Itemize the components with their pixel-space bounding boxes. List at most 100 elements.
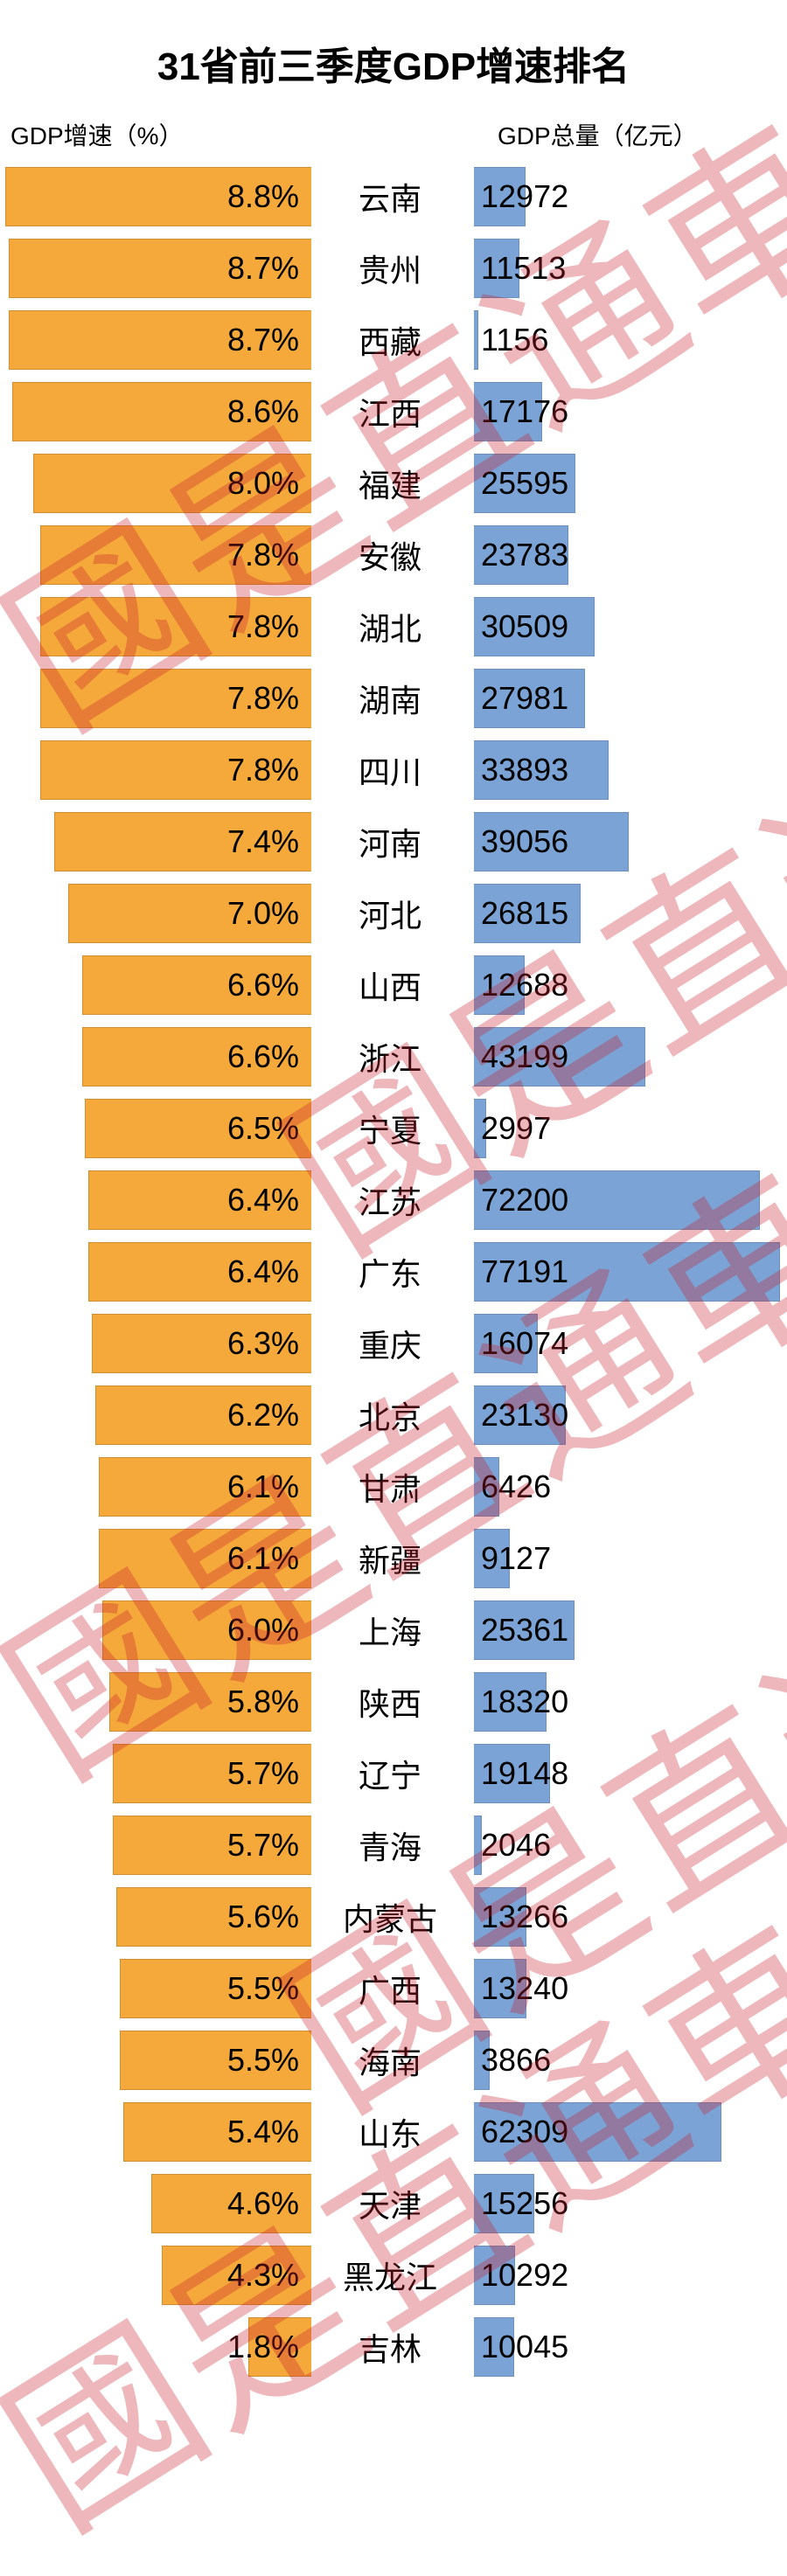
growth-cell: 7.8% — [5, 740, 311, 800]
total-value: 19148 — [474, 1755, 568, 1792]
growth-cell: 8.7% — [5, 310, 311, 370]
data-row: 6.6%浙江43199 — [5, 1023, 782, 1091]
growth-value: 8.7% — [227, 250, 311, 287]
province-name: 江西 — [311, 389, 469, 434]
data-row: 6.1%新疆9127 — [5, 1524, 782, 1593]
total-value: 18320 — [474, 1684, 568, 1720]
total-value: 72200 — [474, 1182, 568, 1219]
growth-cell: 6.4% — [5, 1170, 311, 1230]
total-value: 12972 — [474, 178, 568, 215]
province-name: 黑龙江 — [311, 2253, 469, 2298]
growth-cell: 6.5% — [5, 1099, 311, 1158]
growth-value: 6.6% — [227, 1038, 311, 1075]
data-row: 7.0%河北26815 — [5, 879, 782, 948]
province-name: 西藏 — [311, 317, 469, 363]
total-value: 43199 — [474, 1038, 568, 1075]
growth-cell: 7.0% — [5, 884, 311, 943]
province-name: 江苏 — [311, 1177, 469, 1223]
total-cell: 2997 — [469, 1099, 782, 1158]
province-name: 重庆 — [311, 1321, 469, 1366]
growth-value: 8.7% — [227, 322, 311, 358]
growth-cell: 5.7% — [5, 1744, 311, 1803]
data-row: 5.5%海南3866 — [5, 2026, 782, 2094]
total-value: 10292 — [474, 2257, 568, 2294]
data-row: 6.3%重庆16074 — [5, 1309, 782, 1378]
data-row: 6.6%山西12688 — [5, 951, 782, 1019]
growth-cell: 7.8% — [5, 669, 311, 728]
growth-value: 5.5% — [227, 1970, 311, 2007]
data-row: 5.7%青海2046 — [5, 1811, 782, 1879]
growth-value: 5.7% — [227, 1755, 311, 1792]
total-cell: 15256 — [469, 2174, 782, 2233]
total-cell: 11513 — [469, 239, 782, 298]
growth-cell: 6.6% — [5, 1027, 311, 1087]
growth-value: 5.6% — [227, 1899, 311, 1935]
growth-value: 7.8% — [227, 680, 311, 717]
province-name: 云南 — [311, 174, 469, 219]
total-value: 15256 — [474, 2185, 568, 2222]
province-name: 安徽 — [311, 532, 469, 578]
growth-cell: 6.2% — [5, 1385, 311, 1445]
growth-value: 5.7% — [227, 1827, 311, 1864]
province-name: 内蒙古 — [311, 1894, 469, 1940]
growth-value: 6.3% — [227, 1325, 311, 1362]
total-cell: 23783 — [469, 525, 782, 585]
data-row: 6.1%甘肃6426 — [5, 1453, 782, 1521]
data-row: 6.2%北京23130 — [5, 1381, 782, 1449]
total-cell: 30509 — [469, 597, 782, 656]
province-name: 辽宁 — [311, 1751, 469, 1796]
growth-value: 4.3% — [227, 2257, 311, 2294]
growth-value: 4.6% — [227, 2185, 311, 2222]
province-name: 上海 — [311, 1607, 469, 1653]
growth-cell: 6.1% — [5, 1529, 311, 1588]
data-row: 5.6%内蒙古13266 — [5, 1883, 782, 1951]
growth-cell: 5.7% — [5, 1816, 311, 1875]
growth-cell: 7.4% — [5, 812, 311, 871]
growth-value: 6.6% — [227, 967, 311, 1003]
header-growth: GDP增速（%） — [9, 117, 319, 152]
data-row: 6.4%广东77191 — [5, 1238, 782, 1306]
province-name: 山东 — [311, 2109, 469, 2155]
data-row: 8.8%云南12972 — [5, 163, 782, 231]
province-name: 天津 — [311, 2181, 469, 2226]
total-cell: 77191 — [469, 1242, 782, 1302]
province-name: 贵州 — [311, 246, 469, 291]
growth-cell: 5.5% — [5, 1959, 311, 2018]
total-value: 23130 — [474, 1397, 568, 1434]
total-cell: 9127 — [469, 1529, 782, 1588]
total-cell: 13240 — [469, 1959, 782, 2018]
total-cell: 2046 — [469, 1816, 782, 1875]
total-value: 23783 — [474, 537, 568, 573]
data-row: 5.7%辽宁19148 — [5, 1739, 782, 1808]
growth-value: 8.8% — [227, 178, 311, 215]
total-cell: 12688 — [469, 955, 782, 1015]
rows-area: 8.8%云南129728.7%贵州115138.7%西藏11568.6%江西17… — [0, 163, 787, 2420]
header-mid-spacer — [319, 117, 477, 152]
data-row: 5.8%陕西18320 — [5, 1668, 782, 1736]
growth-cell: 4.3% — [5, 2246, 311, 2305]
growth-cell: 7.8% — [5, 597, 311, 656]
total-cell: 27981 — [469, 669, 782, 728]
province-name: 宁夏 — [311, 1106, 469, 1151]
data-row: 7.4%河南39056 — [5, 808, 782, 876]
growth-value: 5.8% — [227, 1684, 311, 1720]
growth-value: 6.1% — [227, 1540, 311, 1577]
growth-cell: 8.6% — [5, 382, 311, 441]
data-row: 8.6%江西17176 — [5, 378, 782, 446]
growth-value: 7.8% — [227, 537, 311, 573]
total-value: 3866 — [474, 2042, 551, 2079]
data-row: 1.8%吉林10045 — [5, 2313, 782, 2381]
province-name: 浙江 — [311, 1034, 469, 1080]
total-cell: 18320 — [469, 1672, 782, 1732]
province-name: 海南 — [311, 2038, 469, 2083]
total-cell: 1156 — [469, 310, 782, 370]
data-row: 8.7%西藏1156 — [5, 306, 782, 374]
column-headers: GDP增速（%） GDP总量（亿元） — [0, 117, 787, 163]
growth-value: 7.0% — [227, 895, 311, 932]
total-cell: 25361 — [469, 1600, 782, 1660]
growth-cell: 8.8% — [5, 167, 311, 226]
total-value: 6426 — [474, 1469, 551, 1505]
total-value: 62309 — [474, 2114, 568, 2150]
total-value: 1156 — [474, 322, 548, 358]
total-value: 39056 — [474, 823, 568, 860]
